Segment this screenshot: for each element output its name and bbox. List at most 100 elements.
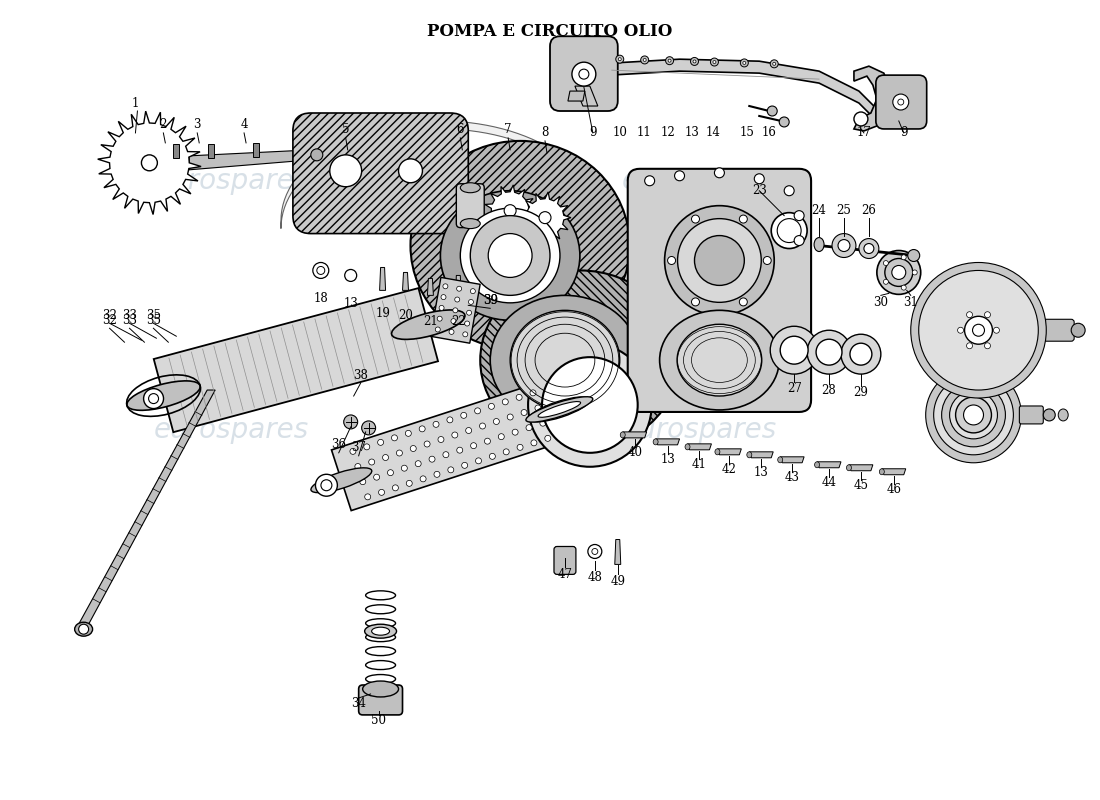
Circle shape: [350, 448, 356, 454]
Circle shape: [465, 427, 472, 434]
Circle shape: [912, 270, 917, 275]
Text: 10: 10: [613, 126, 627, 139]
Circle shape: [521, 410, 527, 415]
Ellipse shape: [814, 238, 824, 251]
Text: 1: 1: [132, 97, 139, 110]
Circle shape: [539, 212, 551, 224]
Circle shape: [714, 168, 725, 178]
Circle shape: [893, 94, 909, 110]
Circle shape: [504, 205, 516, 217]
Polygon shape: [98, 111, 201, 214]
Circle shape: [711, 58, 718, 66]
Circle shape: [926, 278, 1031, 382]
Circle shape: [943, 294, 1014, 366]
Ellipse shape: [440, 190, 580, 320]
Circle shape: [507, 414, 514, 420]
Circle shape: [312, 262, 329, 278]
Text: eurospares: eurospares: [154, 166, 309, 194]
Circle shape: [393, 485, 398, 491]
Circle shape: [771, 213, 807, 249]
Circle shape: [984, 312, 990, 318]
Polygon shape: [430, 278, 480, 343]
Polygon shape: [78, 390, 216, 624]
Circle shape: [362, 421, 375, 435]
Text: eurospares: eurospares: [621, 416, 777, 444]
Circle shape: [317, 266, 324, 274]
Circle shape: [816, 339, 842, 365]
Circle shape: [410, 446, 416, 451]
Text: eurospares: eurospares: [154, 416, 309, 444]
Polygon shape: [849, 465, 873, 470]
Circle shape: [618, 58, 621, 61]
Ellipse shape: [678, 324, 762, 396]
Text: 29: 29: [854, 386, 868, 398]
Text: 4: 4: [240, 118, 248, 131]
Circle shape: [434, 471, 440, 478]
Text: 7: 7: [505, 123, 512, 137]
Polygon shape: [575, 86, 597, 106]
Circle shape: [528, 343, 651, 466]
Text: 16: 16: [762, 126, 777, 139]
Circle shape: [778, 218, 801, 242]
Circle shape: [429, 456, 434, 462]
Circle shape: [742, 62, 746, 65]
Polygon shape: [189, 150, 311, 170]
Circle shape: [955, 306, 1002, 354]
Text: 30: 30: [873, 296, 889, 309]
Ellipse shape: [460, 218, 481, 229]
Polygon shape: [780, 457, 804, 462]
Text: 13: 13: [685, 126, 700, 139]
Circle shape: [918, 270, 1038, 390]
Circle shape: [474, 408, 481, 414]
Text: 45: 45: [854, 479, 868, 492]
Text: 26: 26: [861, 204, 877, 217]
Circle shape: [484, 438, 491, 444]
Circle shape: [993, 327, 1000, 334]
Circle shape: [739, 298, 747, 306]
Circle shape: [838, 239, 850, 251]
Polygon shape: [428, 278, 433, 295]
Ellipse shape: [75, 622, 92, 636]
Circle shape: [364, 444, 370, 450]
Circle shape: [763, 257, 771, 265]
Text: 20: 20: [398, 309, 412, 322]
Circle shape: [645, 176, 654, 186]
Circle shape: [854, 112, 868, 126]
Ellipse shape: [460, 208, 560, 303]
Text: 25: 25: [836, 204, 851, 217]
Circle shape: [850, 343, 872, 365]
Circle shape: [419, 426, 426, 432]
Ellipse shape: [660, 310, 779, 410]
Circle shape: [517, 444, 524, 450]
Text: 5: 5: [342, 123, 350, 137]
Ellipse shape: [1071, 323, 1085, 338]
Circle shape: [535, 405, 541, 411]
Circle shape: [832, 234, 856, 258]
Circle shape: [415, 461, 421, 466]
Circle shape: [964, 405, 983, 425]
Circle shape: [461, 412, 466, 418]
Text: 18: 18: [314, 292, 328, 305]
Text: 13: 13: [343, 297, 359, 310]
Text: 15: 15: [740, 126, 755, 139]
Circle shape: [935, 286, 1022, 374]
Circle shape: [668, 257, 675, 265]
Ellipse shape: [311, 468, 372, 493]
Circle shape: [942, 383, 1005, 447]
Circle shape: [691, 58, 698, 66]
Text: 6: 6: [456, 123, 464, 137]
Circle shape: [908, 250, 920, 262]
Ellipse shape: [815, 462, 820, 468]
Circle shape: [447, 417, 453, 423]
Text: 13: 13: [754, 466, 769, 479]
Polygon shape: [656, 439, 680, 445]
Ellipse shape: [372, 627, 389, 635]
Text: 17: 17: [857, 126, 871, 139]
FancyBboxPatch shape: [456, 184, 484, 228]
Ellipse shape: [879, 469, 884, 474]
Circle shape: [984, 342, 990, 349]
FancyBboxPatch shape: [359, 685, 403, 715]
Text: 13: 13: [660, 454, 675, 466]
Circle shape: [640, 56, 649, 64]
Ellipse shape: [526, 397, 593, 422]
